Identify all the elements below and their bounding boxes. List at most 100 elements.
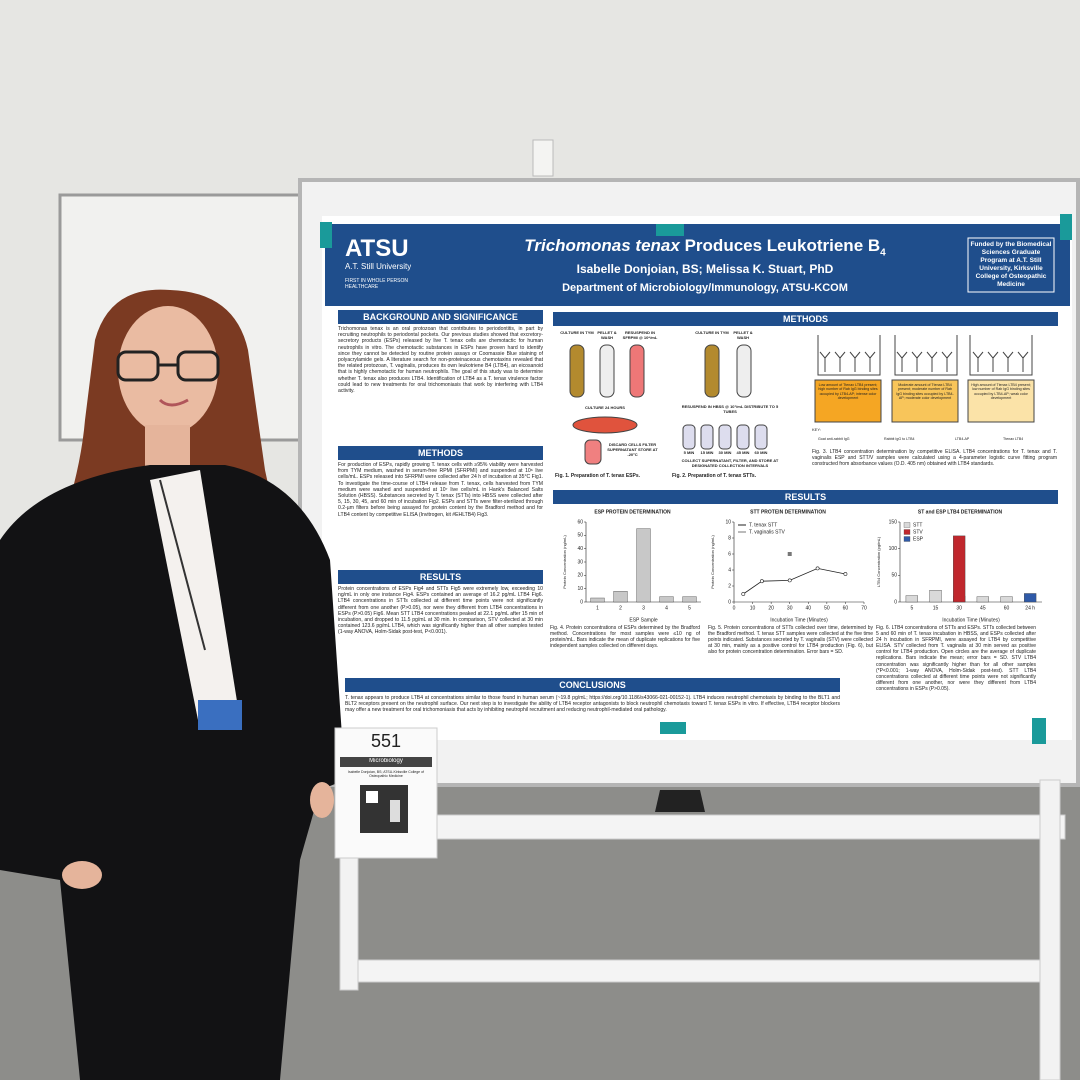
- clip: [320, 222, 332, 248]
- tube: [704, 344, 720, 398]
- x-tick-label: 0: [733, 605, 736, 611]
- x-tick-label: 50: [824, 605, 830, 611]
- fig-label: COLLECT SUPERNATANT, FILTER, AND STORE A…: [681, 459, 779, 468]
- fig-label: CULTURE 24 HOURS: [585, 406, 625, 410]
- caption: Fig. 6. LTB4 concentrations of STTs and …: [876, 625, 1036, 692]
- sign-number: 551: [370, 731, 402, 751]
- tube: [736, 344, 752, 398]
- clip: [660, 722, 686, 734]
- chart-title: ST and ESP LTB4 DETERMINATION: [918, 509, 1003, 515]
- logo-tag: FIRST IN WHOLE PERSON HEALTHCARE: [345, 278, 408, 291]
- chart: ST and ESP LTB4 DETERMINATION LTB4 Concen…: [876, 509, 1042, 623]
- title-sub: 4: [880, 247, 886, 259]
- x-tick-label: 1: [596, 605, 599, 611]
- chart: ESP PROTEIN DETERMINATION Protein Concent…: [562, 509, 701, 623]
- x-tick-label: 10: [750, 605, 756, 611]
- fig1-illustration: [569, 344, 645, 465]
- fig-label: PELLET & WASH: [597, 331, 617, 340]
- bar: [953, 535, 966, 603]
- key-item: LTB4-AP: [955, 437, 970, 441]
- belt: [198, 700, 242, 730]
- x-tick-label: 20: [768, 605, 774, 611]
- legend-swatch: [903, 529, 911, 535]
- elisa-box: [814, 379, 882, 423]
- elisa-text: High amount of Ttenax LTB4 present; low …: [971, 383, 1031, 401]
- tube: [599, 344, 615, 398]
- elisa-box: [967, 379, 1035, 423]
- antibodies: [819, 351, 1029, 372]
- time-label: 5 MIN: [683, 451, 695, 455]
- bar: [659, 596, 674, 603]
- x-tick-label: 4: [665, 605, 668, 611]
- qr-code: [366, 791, 378, 803]
- shirt: [150, 470, 240, 730]
- tube: [569, 344, 585, 398]
- section-heading: CONCLUSIONS: [345, 678, 840, 692]
- tube: [736, 424, 750, 450]
- y-tick-label: 8: [728, 535, 731, 541]
- legend-label: T. vaginalis STV: [749, 529, 786, 535]
- legend-swatch: [903, 522, 911, 528]
- easel-bar: [339, 814, 1066, 840]
- tube: [584, 439, 602, 465]
- caption: Fig. 5. Protein concentrations of STTs c…: [708, 625, 873, 656]
- bar: [976, 596, 989, 603]
- hand: [62, 861, 102, 889]
- y-axis-label: Protein Concentration (ng/mL): [710, 535, 715, 589]
- funding: Funded by the Biomedical Sciences Gradua…: [970, 241, 1052, 288]
- bar: [1000, 596, 1013, 603]
- tube: [718, 424, 732, 450]
- x-axis-label: Incubation Time (Minutes): [942, 617, 1000, 623]
- title-main: Produces Leukotriene B: [684, 236, 881, 255]
- bar: [613, 591, 628, 603]
- hand: [310, 782, 334, 818]
- y-tick-label: 4: [728, 567, 731, 573]
- x-tick-label: 70: [861, 605, 867, 611]
- time-label: 30 MIN: [718, 451, 732, 455]
- section-text: Protein concentrations of ESPs Fig4 and …: [338, 586, 543, 636]
- x-tick-label: 5: [910, 605, 913, 611]
- legend-label: STT: [913, 522, 922, 528]
- x-tick-label: 2: [619, 605, 622, 611]
- section-heading: RESULTS: [338, 570, 543, 584]
- section-text: T. tenax appears to produce LTB4 at conc…: [345, 695, 840, 714]
- x-axis-label: ESP Sample: [629, 617, 657, 623]
- fig-label: CULTURE IN TYM: [560, 331, 594, 335]
- point: [787, 552, 792, 556]
- sign-presenter: Isabelle Donjoian, BS; ATSU-Kirksville C…: [348, 770, 424, 779]
- authors: Isabelle Donjoian, BS; Melissa K. Stuart…: [576, 262, 834, 276]
- y-tick-label: 2: [728, 583, 731, 589]
- time-label: 45 MIN: [736, 451, 750, 455]
- point: [815, 566, 820, 571]
- qr-code: [390, 800, 400, 822]
- title-italic: Trichomonas tenax: [524, 236, 680, 255]
- person: [0, 289, 345, 1080]
- clip: [1060, 214, 1072, 240]
- section-text: Trichomonas tenax is an oral protozoan t…: [338, 326, 543, 395]
- tube: [629, 344, 645, 398]
- y-axis-label: Protein Concentration (ng/mL): [562, 535, 567, 589]
- elisa-box: [891, 379, 959, 423]
- y-tick-label: 6: [728, 551, 731, 557]
- y-tick-label: 50: [577, 533, 583, 539]
- x-tick-label: 30: [956, 605, 962, 611]
- clip: [1032, 718, 1046, 744]
- y-tick-label: 100: [889, 546, 898, 552]
- legend-label: T. tenax STT: [749, 522, 777, 528]
- elisa-text: Low amount of Ttenax LTB4 present; high …: [818, 383, 878, 401]
- legend-label: ESP: [913, 536, 924, 542]
- easel-leg: [1039, 779, 1061, 1080]
- point: [843, 572, 848, 576]
- x-tick-label: 45: [980, 605, 986, 611]
- caption: Fig. 4. Protein concentrations of ESPs d…: [550, 625, 700, 650]
- y-tick-label: 40: [577, 546, 583, 552]
- header-band: [325, 224, 1070, 306]
- fig3-illustration: [814, 335, 1035, 423]
- x-tick-label: 30: [787, 605, 793, 611]
- key-label: KEY:: [812, 428, 821, 432]
- y-tick-label: 60: [577, 519, 583, 525]
- fig-label: RESUSPEND IN SFRPMI @ 10⁶/mL: [622, 331, 658, 340]
- bar: [905, 595, 918, 603]
- face: [118, 306, 218, 434]
